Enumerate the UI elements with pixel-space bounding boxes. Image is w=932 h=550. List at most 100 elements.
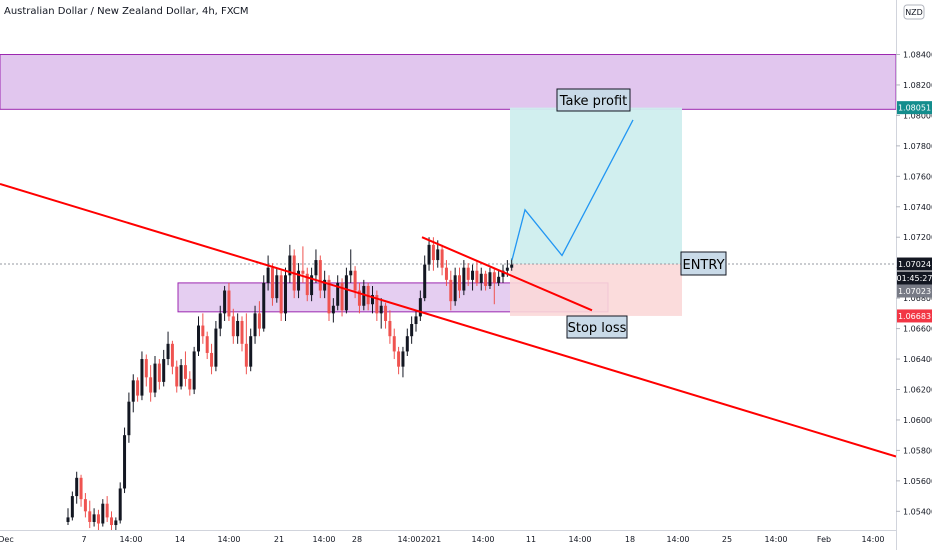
candle[interactable]	[127, 392, 131, 443]
candle[interactable]	[227, 282, 231, 321]
candle[interactable]	[275, 267, 279, 303]
candle[interactable]	[96, 509, 100, 532]
candle[interactable]	[510, 258, 514, 271]
candle[interactable]	[440, 244, 444, 276]
candle[interactable]	[131, 374, 135, 413]
candle[interactable]	[453, 267, 457, 306]
candle[interactable]	[123, 427, 127, 494]
candle[interactable]	[284, 267, 287, 321]
candle[interactable]	[153, 356, 157, 398]
candle[interactable]	[105, 496, 109, 522]
candle[interactable]	[462, 260, 466, 296]
candle[interactable]	[110, 511, 113, 532]
candle[interactable]	[118, 482, 122, 524]
candle[interactable]	[83, 493, 87, 518]
candle[interactable]	[388, 310, 392, 344]
candle[interactable]	[344, 267, 348, 314]
take-profit-area[interactable]	[510, 107, 682, 265]
candle[interactable]	[414, 310, 418, 332]
candle[interactable]	[166, 331, 170, 366]
candle[interactable]	[70, 491, 74, 521]
candle[interactable]	[244, 313, 248, 375]
short-trendline[interactable]	[421, 236, 593, 312]
candle[interactable]	[136, 377, 140, 402]
candle[interactable]	[479, 267, 483, 291]
candle[interactable]	[475, 260, 479, 286]
candle[interactable]	[449, 270, 453, 311]
candle[interactable]	[340, 278, 344, 317]
candle[interactable]	[336, 275, 340, 311]
candle[interactable]	[210, 343, 214, 375]
candle[interactable]	[205, 331, 209, 360]
candle[interactable]	[270, 263, 274, 306]
candle[interactable]	[405, 328, 409, 356]
candle[interactable]	[384, 302, 388, 329]
candle[interactable]	[375, 290, 379, 321]
candle[interactable]	[410, 316, 414, 344]
candle[interactable]	[140, 351, 144, 401]
candle[interactable]	[288, 244, 292, 283]
candle[interactable]	[262, 275, 266, 332]
candle[interactable]	[497, 270, 501, 286]
stop-price-tag[interactable]: 1.06683	[897, 309, 932, 323]
candle[interactable]	[240, 316, 244, 352]
candle[interactable]	[444, 260, 448, 286]
take-profit-annotation[interactable]: Take profit	[556, 88, 631, 112]
candle[interactable]	[397, 346, 401, 375]
candle[interactable]	[297, 263, 301, 299]
resistance-zone[interactable]	[0, 54, 897, 110]
candle[interactable]	[310, 267, 314, 302]
candle[interactable]	[392, 328, 396, 360]
time-axis[interactable]	[0, 530, 896, 550]
candle[interactable]	[144, 354, 148, 387]
candle[interactable]	[231, 308, 235, 344]
candle[interactable]	[170, 340, 174, 375]
entry-price-tag[interactable]: 1.07024	[897, 257, 932, 271]
candle[interactable]	[197, 316, 200, 356]
candle[interactable]	[379, 298, 383, 329]
candle[interactable]	[418, 290, 422, 321]
candle[interactable]	[349, 249, 353, 283]
candle[interactable]	[183, 351, 187, 387]
current-price-tag[interactable]: 1.07023	[897, 284, 932, 298]
candle[interactable]	[327, 275, 331, 321]
candle[interactable]	[318, 255, 322, 299]
candle[interactable]	[179, 359, 183, 390]
stop-loss-annotation[interactable]: Stop loss	[566, 315, 628, 339]
candle[interactable]	[501, 264, 505, 283]
candle[interactable]	[331, 298, 335, 323]
candle[interactable]	[223, 285, 227, 321]
candle[interactable]	[88, 500, 92, 529]
candle[interactable]	[162, 349, 166, 387]
candle[interactable]	[249, 328, 253, 372]
candle[interactable]	[305, 267, 309, 302]
candle[interactable]	[484, 270, 488, 291]
stop-loss-area[interactable]	[510, 264, 682, 316]
candle[interactable]	[266, 255, 270, 291]
candle[interactable]	[423, 255, 427, 302]
candle[interactable]	[471, 264, 475, 291]
candle[interactable]	[175, 360, 179, 393]
candle[interactable]	[218, 305, 222, 337]
candle[interactable]	[323, 270, 327, 299]
candle[interactable]	[79, 474, 83, 507]
candle[interactable]	[458, 267, 461, 299]
candle[interactable]	[192, 346, 196, 395]
candle[interactable]	[257, 301, 261, 337]
currency-badge[interactable]: NZD	[903, 4, 925, 20]
candle[interactable]	[466, 263, 470, 286]
projection-path[interactable]	[511, 119, 634, 261]
entry-annotation[interactable]: ENTRY	[680, 251, 727, 276]
candle[interactable]	[157, 359, 161, 390]
candle[interactable]	[92, 508, 96, 527]
candle[interactable]	[188, 371, 192, 396]
candle[interactable]	[279, 270, 283, 321]
candle[interactable]	[66, 508, 70, 526]
candle[interactable]	[357, 282, 361, 314]
candle[interactable]	[101, 499, 105, 527]
candle[interactable]	[214, 320, 218, 372]
candle[interactable]	[253, 305, 257, 344]
countdown-tag[interactable]: 01:45:27	[897, 271, 932, 285]
candle[interactable]	[314, 249, 318, 283]
